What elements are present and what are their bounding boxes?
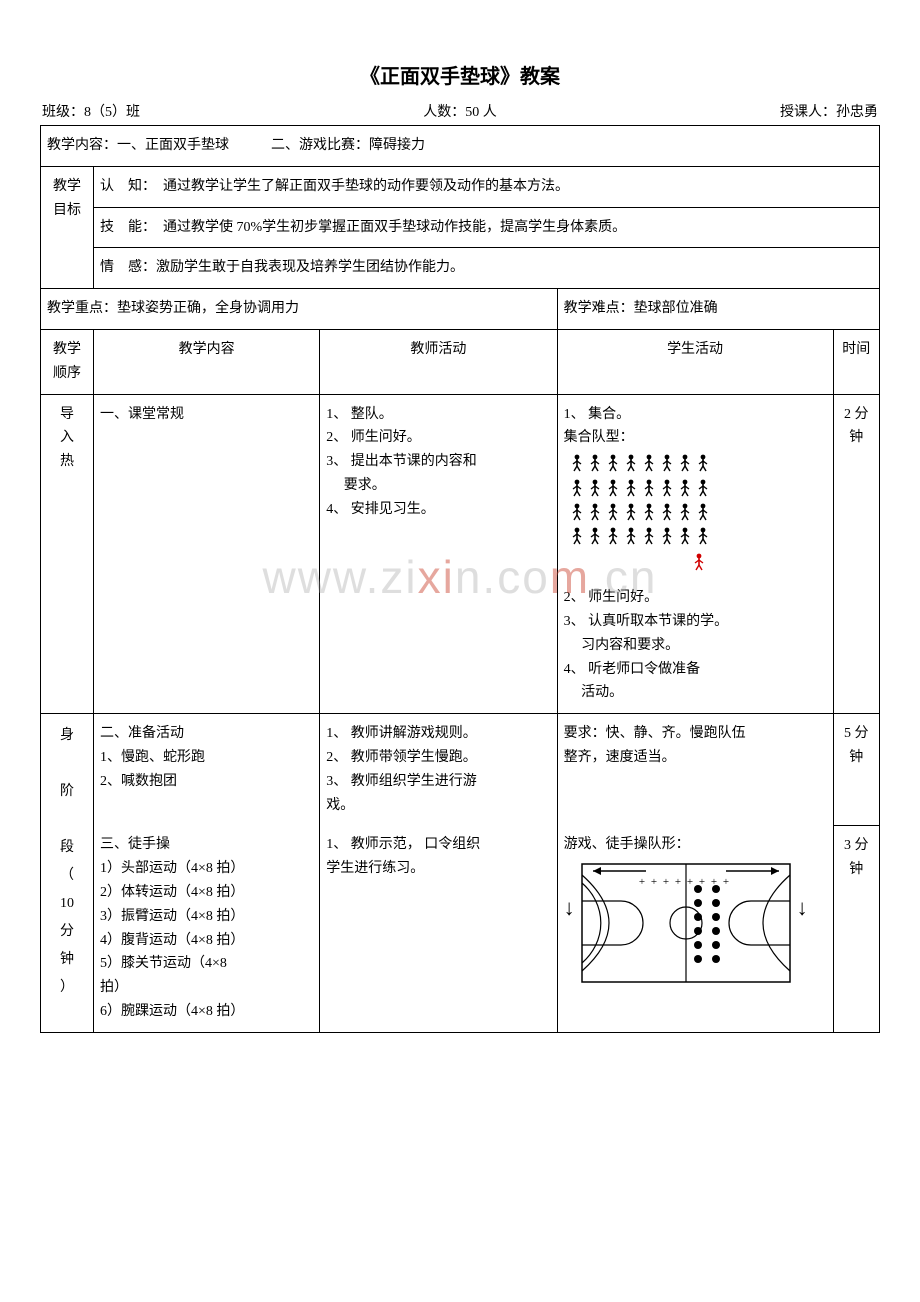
difficulty: 教学难点：垫球部位准确: [557, 289, 879, 330]
col-student: 学生活动: [557, 329, 833, 394]
svg-text:+: +: [662, 876, 668, 888]
svg-text:+: +: [650, 876, 656, 888]
phase2a-teacher: 1、 教师讲解游戏规则。2、 教师带领学生慢跑。3、 教师组织学生进行游戏。: [320, 714, 557, 826]
svg-text:+: +: [674, 876, 680, 888]
page-title: 《正面双手垫球》教案: [40, 60, 880, 89]
col-content: 教学内容: [93, 329, 319, 394]
phase2-seq: 身 阶 段（10分钟）: [41, 714, 94, 1033]
court-diagram: ↓ ++++++++ ↓: [564, 863, 827, 983]
phase1-content: 一、课堂常规: [93, 394, 319, 714]
phase2a-content: 二、准备活动1、慢跑、蛇形跑2、喊数抱团: [93, 714, 319, 826]
svg-text:+: +: [686, 876, 692, 888]
arrow-down-left: ↓: [564, 863, 575, 919]
arrow-down-right: ↓: [797, 863, 808, 919]
phase1-seq: 导入热: [41, 394, 94, 714]
phase2b-time: 3 分钟: [833, 825, 879, 1032]
phase2a-row: 身 阶 段（10分钟） 二、准备活动1、慢跑、蛇形跑2、喊数抱团 1、 教师讲解…: [41, 714, 880, 826]
phase1-teacher: 1、 整队。2、 师生问好。3、 提出本节课的内容和 要求。4、 安排见习生。: [320, 394, 557, 714]
teaching-content-row: 教学内容：一、正面双手垫球 二、游戏比赛：障碍接力: [41, 126, 880, 167]
col-time: 时间: [833, 329, 879, 394]
phase2b-student: 游戏、徒手操队形： ↓ ++++++++ ↓: [557, 825, 833, 1032]
formation-diagram: [564, 454, 827, 580]
phase2a-time: 5 分钟: [833, 714, 879, 826]
goals-label: 教学目标: [41, 166, 94, 288]
court-label: 游戏、徒手操队形：: [564, 833, 827, 857]
phase1-time: 2 分钟: [833, 394, 879, 714]
goal-cognition-row: 教学目标 认 知： 通过教学让学生了解正面双手垫球的动作要领及动作的基本方法。: [41, 166, 880, 207]
teaching-content: 教学内容：一、正面双手垫球 二、游戏比赛：障碍接力: [41, 126, 880, 167]
goal-skill-row: 技 能： 通过教学使 70%学生初步掌握正面双手垫球动作技能，提高学生身体素质。: [41, 207, 880, 248]
phase1-student: 1、 集合。集合队型： 2、 师生问好。3、 认真听取本节课的学。 习内容和要求…: [557, 394, 833, 714]
phase2a-student: 要求：快、静、齐。慢跑队伍整齐，速度适当。: [557, 714, 833, 826]
count-label: 人数：50 人: [423, 101, 497, 121]
goal-emotion: 情 感：激励学生敢于自我表现及培养学生团结协作能力。: [93, 248, 879, 289]
class-label: 班级：8（5）班: [42, 101, 140, 121]
lesson-plan-page: 《正面双手垫球》教案 班级：8（5）班 人数：50 人 授课人：孙忠勇 教学内容…: [40, 60, 880, 1033]
teacher-label: 授课人：孙忠勇: [780, 101, 878, 121]
header-row: 班级：8（5）班 人数：50 人 授课人：孙忠勇: [40, 101, 880, 121]
svg-text:+: +: [638, 876, 644, 888]
svg-text:+: +: [722, 876, 728, 888]
key-difficulty-row: 教学重点：垫球姿势正确，全身协调用力 教学难点：垫球部位准确: [41, 289, 880, 330]
col-teacher: 教师活动: [320, 329, 557, 394]
lesson-table: 教学内容：一、正面双手垫球 二、游戏比赛：障碍接力 教学目标 认 知： 通过教学…: [40, 125, 880, 1033]
phase2b-content: 三、徒手操1）头部运动（4×8 拍）2）体转运动（4×8 拍）3）振臂运动（4×…: [93, 825, 319, 1032]
phase2b-row: 三、徒手操1）头部运动（4×8 拍）2）体转运动（4×8 拍）3）振臂运动（4×…: [41, 825, 880, 1032]
key-point: 教学重点：垫球姿势正确，全身协调用力: [41, 289, 558, 330]
column-header-row: 教学顺序 教学内容 教师活动 学生活动 时间: [41, 329, 880, 394]
goal-cognition: 认 知： 通过教学让学生了解正面双手垫球的动作要领及动作的基本方法。: [93, 166, 879, 207]
phase1-row: 导入热 一、课堂常规 1、 整队。2、 师生问好。3、 提出本节课的内容和 要求…: [41, 394, 880, 714]
phase2b-teacher: 1、 教师示范， 口令组织学生进行练习。: [320, 825, 557, 1032]
col-seq: 教学顺序: [41, 329, 94, 394]
goal-emotion-row: 情 感：激励学生敢于自我表现及培养学生团结协作能力。: [41, 248, 880, 289]
court-svg: ++++++++: [581, 863, 791, 983]
goal-skill: 技 能： 通过教学使 70%学生初步掌握正面双手垫球动作技能，提高学生身体素质。: [93, 207, 879, 248]
